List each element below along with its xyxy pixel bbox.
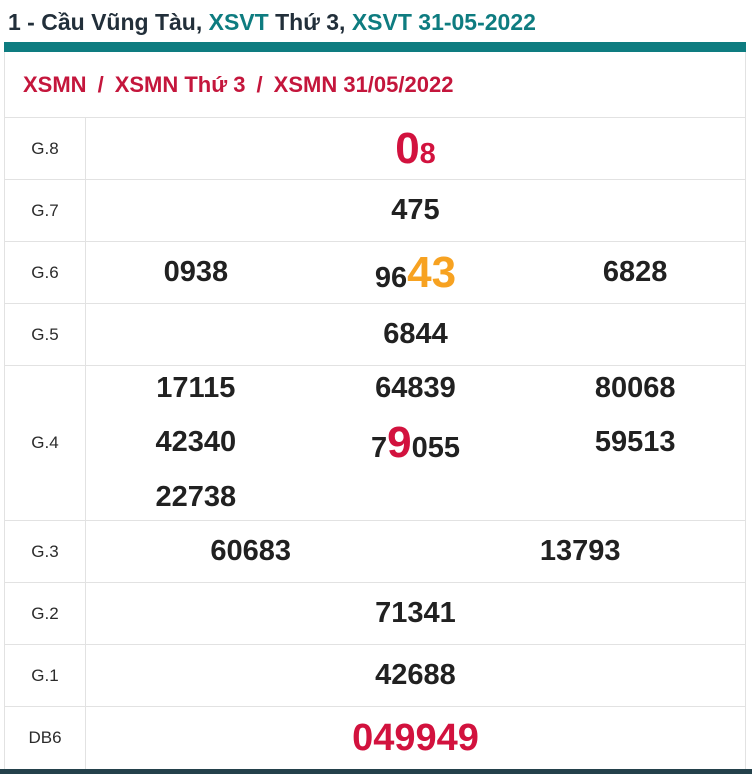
prize-values: 0938 9643 6828 (86, 242, 745, 303)
prize-label: G.7 (5, 180, 86, 241)
prize-value: 22738 (156, 476, 237, 520)
prize-values: 60683 13793 (86, 521, 745, 582)
prize-value: 13793 (540, 530, 621, 574)
breadcrumb-separator: / (256, 71, 263, 97)
value-segment: 055 (411, 432, 460, 464)
prize-value: 42688 (375, 654, 456, 698)
results-table: G.8 08 G.7 475 G.6 0938 9643 6828 G.5 6844 G.4 1711… (5, 118, 745, 769)
title-link-xsvt[interactable]: XSVT (208, 9, 276, 35)
title-text-thu3: Thứ 3, (275, 9, 352, 35)
value-segment: 96 (374, 261, 408, 294)
value-segment-highlight: 8 (419, 137, 436, 170)
value-segment: 59513 (594, 426, 676, 459)
prize-label: G.6 (5, 242, 86, 303)
prize-label: DB6 (5, 707, 86, 769)
value-segment-highlight: 9 (387, 418, 412, 467)
prize-value: 475 (391, 189, 439, 233)
prize-value: 80068 (595, 367, 676, 411)
prize-values: 6844 (86, 304, 745, 365)
prize-values: 049949 (86, 707, 745, 769)
prize-values: 42688 (86, 645, 745, 706)
prize-value: 59513 (595, 421, 676, 465)
prize-values: 17115 64839 80068 42340 79055 59513 22738 (86, 366, 745, 520)
prize-value: 64839 (375, 367, 456, 411)
prize-label: G.4 (5, 366, 86, 520)
value-segment-highlight: 43 (407, 247, 457, 297)
breadcrumb-item-xsmn[interactable]: XSMN (23, 71, 87, 97)
prize-values: 71341 (86, 583, 745, 644)
results-panel: XSMN / XSMN Thứ 3 / XSMN 31/05/2022 G.8 0… (4, 52, 746, 769)
value-segment: 475 (391, 193, 440, 226)
value-segment: 42340 (155, 426, 237, 459)
breadcrumb-separator: / (97, 71, 104, 97)
value-segment: 6844 (383, 317, 448, 350)
page-title: 1 - Cầu Vũng Tàu, XSVT Thứ 3, XSVT 31-05… (0, 0, 752, 42)
prize-row-G.6: G.6 0938 9643 6828 (5, 242, 745, 304)
prize-label: G.1 (5, 645, 86, 706)
prize-row-G.8: G.8 08 (5, 118, 745, 180)
prize-values: 475 (86, 180, 745, 241)
value-segment: 22738 (155, 481, 237, 513)
prize-value: 6828 (603, 251, 668, 295)
value-segment-highlight: 049949 (352, 716, 479, 759)
prize-label: G.3 (5, 521, 86, 582)
breadcrumb-item-xsmn-date[interactable]: XSMN 31/05/2022 (273, 71, 454, 97)
prize-row-G.1: G.1 42688 (5, 645, 745, 707)
prize-value: 6844 (383, 313, 448, 357)
prize-value: 08 (395, 116, 436, 182)
value-segment: 17115 (156, 371, 236, 404)
prize-values: 08 (86, 118, 745, 179)
value-segment: 0938 (163, 255, 229, 288)
value-segment: 13793 (539, 534, 621, 567)
prize-value: 79055 (371, 410, 460, 476)
prize-label: G.5 (5, 304, 86, 365)
title-link-xsvt-date[interactable]: XSVT 31-05-2022 (351, 9, 536, 35)
prize-row-G.3: G.3 60683 13793 (5, 521, 745, 583)
value-segment-highlight: 0 (395, 123, 420, 173)
prize-value: 42340 (156, 421, 237, 465)
prize-row-DB6: DB6 049949 (5, 707, 745, 769)
prize-value: 0938 (164, 251, 229, 295)
breadcrumb-item-xsmn-thu3[interactable]: XSMN Thứ 3 (114, 71, 246, 97)
value-segment: 60683 (210, 534, 292, 567)
prize-row-G.7: G.7 475 (5, 180, 745, 242)
value-segment: 80068 (594, 371, 676, 404)
teal-divider-bar (4, 42, 746, 52)
value-segment: 71341 (375, 596, 456, 629)
prize-row-G.2: G.2 71341 (5, 583, 745, 645)
prize-value: 049949 (352, 710, 479, 767)
prize-row-G.5: G.5 6844 (5, 304, 745, 366)
value-segment: 6828 (602, 255, 668, 288)
value-segment: 64839 (375, 371, 456, 404)
value-segment: 7 (370, 432, 388, 464)
prize-value: 60683 (210, 530, 291, 574)
prize-label: G.2 (5, 583, 86, 644)
prize-value: 9643 (375, 240, 456, 306)
value-segment: 42688 (375, 658, 456, 691)
prize-value: 17115 (156, 367, 235, 411)
bottom-border-bar (0, 769, 752, 774)
prize-row-G.4: G.4 17115 64839 80068 42340 79055 59513 22738 (5, 366, 745, 521)
prize-label: G.8 (5, 118, 86, 179)
breadcrumb: XSMN / XSMN Thứ 3 / XSMN 31/05/2022 (5, 52, 745, 118)
title-text: 1 - Cầu Vũng Tàu, (8, 9, 209, 35)
prize-value: 71341 (375, 592, 456, 636)
